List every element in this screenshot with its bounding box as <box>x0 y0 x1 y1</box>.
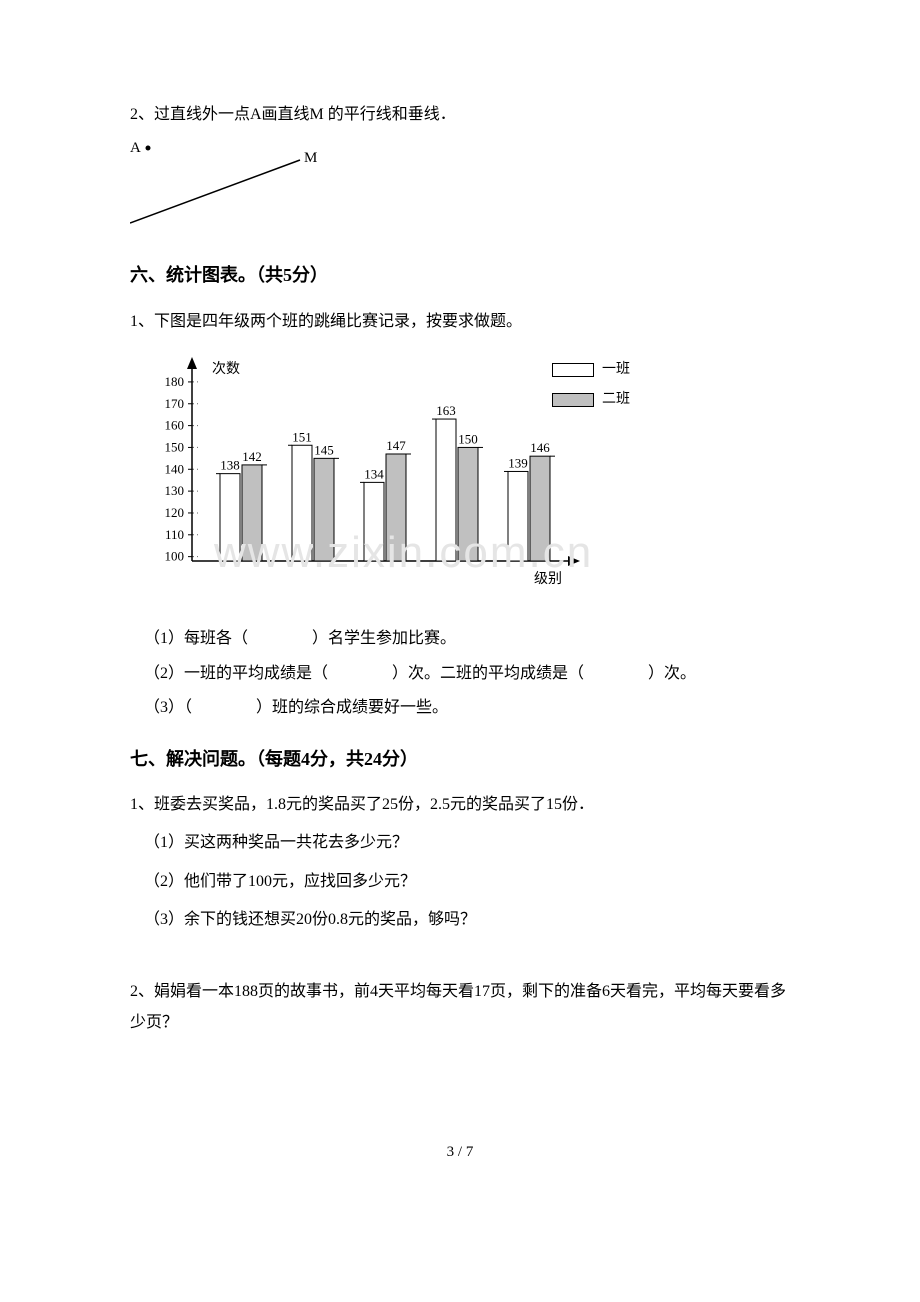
svg-text:110: 110 <box>165 527 184 542</box>
point-a-label: A <box>130 140 141 156</box>
svg-text:139: 139 <box>508 455 528 470</box>
svg-text:160: 160 <box>165 418 185 433</box>
page-number: 3 / 7 <box>130 1138 790 1167</box>
svg-text:级别: 级别 <box>534 571 562 587</box>
question-2-line: 2、过直线外一点A画直线M 的平行线和垂线． <box>130 100 790 130</box>
section-6-heading: 六、统计图表。（共5分） <box>130 258 790 292</box>
sub-q2: （2）一班的平均成绩是（ ）次。二班的平均成绩是（ ）次。 <box>144 659 790 689</box>
s7-q1-1: （1）买这两种奖品一共花去多少元？ <box>144 828 790 858</box>
svg-text:163: 163 <box>436 403 456 418</box>
sub-q3: （3）（ ）班的综合成绩要好一些。 <box>144 693 790 723</box>
bar-chart: 100 110 120 130 140 150 160 170 180 次数级别 138142 151… <box>144 351 604 591</box>
s7-q1-2: （2）他们带了100元，应找回多少元？ <box>144 867 790 897</box>
svg-text:130: 130 <box>165 483 185 498</box>
svg-text:180: 180 <box>165 374 185 389</box>
sub-q2-b: ）次。二班的平均成绩是（ <box>392 665 584 682</box>
svg-text:次数: 次数 <box>212 361 240 377</box>
chart-legend: 一班 二班 <box>552 357 630 413</box>
sub-q3-a: （3）（ <box>144 699 192 716</box>
sub-q1-b: ）名学生参加比赛。 <box>312 630 456 647</box>
svg-text:147: 147 <box>386 438 406 453</box>
sub-q1: （1）每班各（ ）名学生参加比赛。 <box>144 624 790 654</box>
s7-q1-3: （3）余下的钱还想买20份0.8元的奖品，够吗？ <box>144 905 790 935</box>
line-m <box>130 160 300 223</box>
sub-q1-a: （1）每班各（ <box>144 630 248 647</box>
svg-text:134: 134 <box>364 466 384 481</box>
bar-chart-container: www.zixin.com.cn 一班 二班 10011012013014015… <box>144 351 790 602</box>
s7-q1: 1、班委去买奖品，1.8元的奖品买了25份，2.5元的奖品买了15份． <box>130 790 790 820</box>
legend-box-class2 <box>552 393 594 407</box>
svg-text:100: 100 <box>165 549 185 564</box>
svg-text:138: 138 <box>220 458 240 473</box>
svg-text:145: 145 <box>314 442 334 457</box>
svg-text:170: 170 <box>165 396 185 411</box>
sub-q2-c: ）次。 <box>648 665 696 682</box>
svg-text:120: 120 <box>165 505 185 520</box>
svg-text:150: 150 <box>165 439 185 454</box>
s7-q2: 2、娟娟看一本188页的故事书，前4天平均每天看17页，剩下的准备6天看完，平均… <box>130 977 790 1038</box>
svg-text:146: 146 <box>530 440 550 455</box>
svg-text:142: 142 <box>242 449 262 464</box>
point-a-dot <box>146 146 151 151</box>
line-m-label: M <box>304 150 317 166</box>
svg-text:151: 151 <box>292 429 312 444</box>
svg-text:150: 150 <box>458 431 478 446</box>
sub-q3-b: ）班的综合成绩要好一些。 <box>256 699 448 716</box>
line-m-diagram: A M <box>130 138 330 228</box>
legend-box-class1 <box>552 363 594 377</box>
legend-label-class2: 二班 <box>602 387 630 414</box>
legend-label-class1: 一班 <box>602 357 630 384</box>
svg-text:140: 140 <box>165 461 185 476</box>
section-7-heading: 七、解决问题。（每题4分，共24分） <box>130 742 790 776</box>
sub-q2-a: （2）一班的平均成绩是（ <box>144 665 328 682</box>
section-6-q1: 1、下图是四年级两个班的跳绳比赛记录，按要求做题。 <box>130 307 790 337</box>
